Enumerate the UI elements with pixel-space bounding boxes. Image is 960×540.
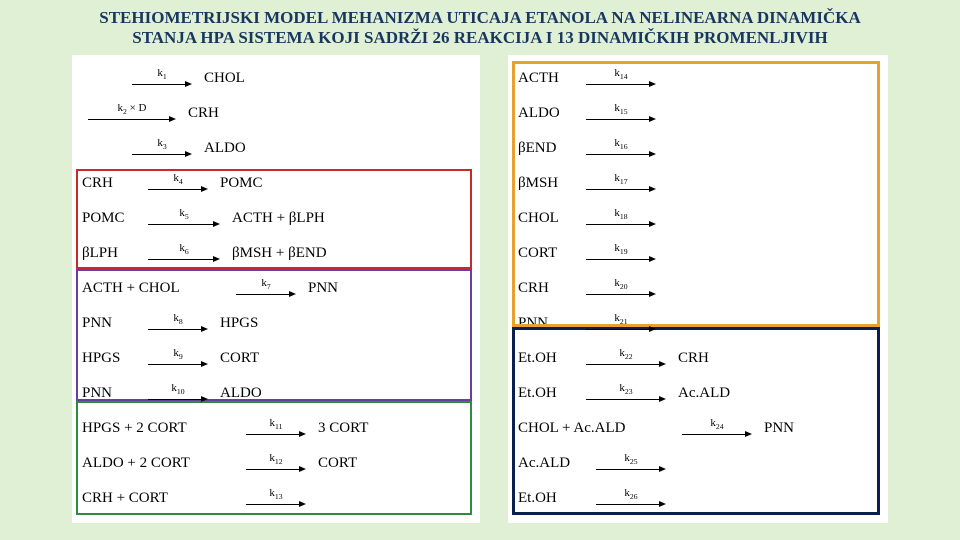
reaction-rhs: βMSH + βEND bbox=[232, 245, 327, 262]
reaction-rhs: HPGS bbox=[220, 315, 258, 332]
reaction-rhs: Ac.ALD bbox=[678, 385, 730, 402]
reaction-lhs: Ac.ALD bbox=[518, 455, 590, 472]
right-panel: ACTH k14 ALDO k15 βEND k16 βMSH k17 CHOL k18 CORT k… bbox=[508, 55, 888, 523]
reaction-lhs: CHOL bbox=[518, 210, 580, 227]
reaction-arrow: k8 bbox=[148, 313, 208, 334]
reaction-rhs: PNN bbox=[308, 280, 338, 297]
slide-title: STEHIOMETRIJSKI MODEL MEHANIZMA UTICAJA … bbox=[16, 8, 944, 49]
reaction-row: k3 ALDO bbox=[82, 133, 470, 165]
slide: STEHIOMETRIJSKI MODEL MEHANIZMA UTICAJA … bbox=[0, 0, 960, 540]
reaction-lhs: ALDO + 2 CORT bbox=[82, 455, 240, 472]
reaction-row: Et.OH k22 CRH bbox=[518, 343, 878, 375]
reaction-arrow: k4 bbox=[148, 173, 208, 194]
reaction-rhs: POMC bbox=[220, 175, 263, 192]
reaction-rhs: CORT bbox=[318, 455, 357, 472]
reaction-lhs: βLPH bbox=[82, 245, 142, 262]
reaction-arrow: k11 bbox=[246, 418, 306, 439]
reaction-row: Et.OH k23 Ac.ALD bbox=[518, 378, 878, 410]
reaction-lhs: CRH bbox=[82, 175, 142, 192]
reaction-rhs: 3 CORT bbox=[318, 420, 368, 437]
reaction-lhs: HPGS bbox=[82, 350, 142, 367]
reaction-arrow: k22 bbox=[586, 348, 666, 369]
reaction-arrow: k19 bbox=[586, 243, 656, 264]
reaction-lhs: POMC bbox=[82, 210, 142, 227]
reaction-row: CRH k20 bbox=[518, 273, 878, 305]
reaction-lhs: CORT bbox=[518, 245, 580, 262]
reaction-rhs: PNN bbox=[764, 420, 794, 437]
reaction-row: ACTH k14 bbox=[518, 63, 878, 95]
reaction-lhs: ALDO bbox=[518, 105, 580, 122]
columns: k1CHOLk2 × DCRHk3ALDOCRHk4POMCPOMCk5ACTH… bbox=[16, 55, 944, 523]
title-line-2: STANJA HPA SISTEMA KOJI SADRŽI 26 REAKCI… bbox=[132, 28, 828, 47]
reaction-lhs: HPGS + 2 CORT bbox=[82, 420, 240, 437]
reaction-arrow: k20 bbox=[586, 278, 656, 299]
reaction-arrow: k21 bbox=[586, 313, 656, 334]
left-panel: k1CHOLk2 × DCRHk3ALDOCRHk4POMCPOMCk5ACTH… bbox=[72, 55, 480, 523]
reaction-row: HPGS k9 CORT bbox=[82, 343, 470, 375]
reaction-arrow: k5 bbox=[148, 208, 220, 229]
reaction-rhs: ALDO bbox=[204, 140, 246, 157]
reaction-row: Et.OH k26 bbox=[518, 483, 878, 515]
reaction-arrow: k1 bbox=[132, 68, 192, 89]
reaction-row: ALDO + 2 CORT k12 CORT bbox=[82, 448, 470, 480]
reaction-row: βLPH k6 βMSH + βEND bbox=[82, 238, 470, 270]
reaction-arrow: k23 bbox=[586, 383, 666, 404]
reaction-row: CORT k19 bbox=[518, 238, 878, 270]
reaction-arrow: k10 bbox=[148, 383, 208, 404]
reaction-row: k1 CHOL bbox=[82, 63, 470, 95]
reaction-row: k2 × D CRH bbox=[82, 98, 470, 130]
reaction-lhs: PNN bbox=[518, 315, 580, 332]
reaction-rhs: CORT bbox=[220, 350, 259, 367]
reaction-row: βEND k16 bbox=[518, 133, 878, 165]
reaction-arrow: k13 bbox=[246, 488, 306, 509]
reaction-arrow: k12 bbox=[246, 453, 306, 474]
reaction-rhs: CHOL bbox=[204, 70, 245, 87]
reaction-row: CHOL + Ac.ALD k24 PNN bbox=[518, 413, 878, 445]
reaction-row: CRH + CORT k13 bbox=[82, 483, 470, 515]
reaction-arrow: k14 bbox=[586, 68, 656, 89]
reaction-lhs: βMSH bbox=[518, 175, 580, 192]
reaction-arrow: k16 bbox=[586, 138, 656, 159]
reaction-lhs: PNN bbox=[82, 385, 142, 402]
title-line-1: STEHIOMETRIJSKI MODEL MEHANIZMA UTICAJA … bbox=[99, 8, 861, 27]
reaction-row: βMSH k17 bbox=[518, 168, 878, 200]
reaction-lhs: Et.OH bbox=[518, 385, 580, 402]
reaction-arrow: k24 bbox=[682, 418, 752, 439]
reaction-arrow: k26 bbox=[596, 488, 666, 509]
reaction-lhs: ACTH bbox=[518, 70, 580, 87]
reaction-arrow: k7 bbox=[236, 278, 296, 299]
reaction-arrow: k18 bbox=[586, 208, 656, 229]
reaction-arrow: k6 bbox=[148, 243, 220, 264]
reaction-arrow: k2 × D bbox=[88, 103, 176, 124]
reaction-lhs: CRH bbox=[518, 280, 580, 297]
reaction-row: CRH k4 POMC bbox=[82, 168, 470, 200]
reaction-lhs: ACTH + CHOL bbox=[82, 280, 230, 297]
reaction-rhs: CRH bbox=[188, 105, 219, 122]
reaction-row: PNN k8 HPGS bbox=[82, 308, 470, 340]
reaction-arrow: k9 bbox=[148, 348, 208, 369]
reaction-row: Ac.ALD k25 bbox=[518, 448, 878, 480]
reaction-lhs: Et.OH bbox=[518, 490, 590, 507]
reaction-lhs: CRH + CORT bbox=[82, 490, 240, 507]
reaction-lhs: CHOL + Ac.ALD bbox=[518, 420, 676, 437]
reaction-row: HPGS + 2 CORT k11 3 CORT bbox=[82, 413, 470, 445]
reaction-row: PNN k10 ALDO bbox=[82, 378, 470, 410]
reaction-rhs: ACTH + βLPH bbox=[232, 210, 325, 227]
reaction-arrow: k17 bbox=[586, 173, 656, 194]
reaction-arrow: k15 bbox=[586, 103, 656, 124]
reaction-row: PNN k21 bbox=[518, 308, 878, 340]
reaction-arrow: k3 bbox=[132, 138, 192, 159]
reaction-rhs: CRH bbox=[678, 350, 709, 367]
reaction-row: POMC k5 ACTH + βLPH bbox=[82, 203, 470, 235]
reaction-rhs: ALDO bbox=[220, 385, 262, 402]
reaction-lhs: PNN bbox=[82, 315, 142, 332]
reaction-row: CHOL k18 bbox=[518, 203, 878, 235]
reaction-row: ACTH + CHOL k7 PNN bbox=[82, 273, 470, 305]
reaction-lhs: βEND bbox=[518, 140, 580, 157]
reaction-lhs: Et.OH bbox=[518, 350, 580, 367]
reaction-row: ALDO k15 bbox=[518, 98, 878, 130]
reaction-arrow: k25 bbox=[596, 453, 666, 474]
